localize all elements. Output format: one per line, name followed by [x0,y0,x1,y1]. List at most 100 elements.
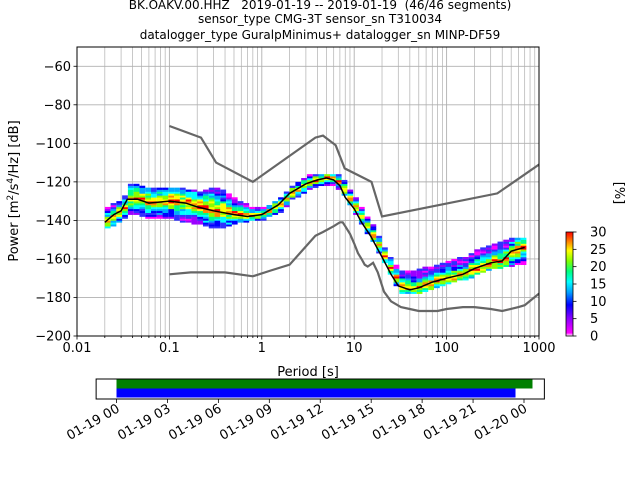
histogram-cell [191,218,198,221]
histogram-cell [185,189,192,192]
histogram-cell [451,272,458,275]
histogram-cell [301,179,307,183]
histogram-cell [208,201,215,204]
histogram-cell [208,193,215,196]
histogram-cell [520,245,527,248]
histogram-cell [197,199,203,202]
histogram-cell [145,189,152,192]
histogram-cell [509,251,515,254]
x-tick-label: 1 [258,341,266,356]
histogram-cell [116,212,123,215]
histogram-cell [509,243,515,246]
histogram-cell [133,201,140,204]
histogram-cell [214,218,221,221]
histogram-cell [376,247,383,250]
histogram-cell [514,255,521,258]
histogram-cell [520,253,527,256]
histogram-cell [231,220,238,223]
histogram-cell [162,195,169,198]
histogram-cell [318,181,325,185]
histogram-cell [439,282,446,285]
histogram-cell [341,181,348,185]
histogram-cell [122,212,128,215]
histogram-cell [295,189,302,192]
histogram-cell [457,264,463,267]
histogram-cell [231,199,238,202]
histogram-cell [462,257,469,260]
histogram-cell [220,214,227,217]
histogram-cell [254,210,261,213]
histogram-cell [341,187,348,190]
histogram-cell [468,274,475,277]
histogram-cell [439,280,446,283]
histogram-cell [509,241,515,244]
histogram-cell [174,216,180,219]
histogram-cell [462,264,469,267]
colorbar: 0 5 10 15 20 25 30 [%] [565,182,626,345]
histogram-cell [151,199,157,202]
histogram-cell [405,291,411,294]
histogram-cell [335,185,342,188]
histogram-cell [168,195,175,198]
histogram-cell [439,266,446,269]
histogram-cell [243,218,250,221]
histogram-cell [214,220,221,223]
histogram-cell [353,208,359,212]
histogram-cell [179,203,186,206]
histogram-cell [214,197,221,200]
histogram-cell [468,255,475,258]
histogram-cell [306,178,313,181]
histogram-cell [174,208,180,212]
histogram-cell [509,262,515,266]
histogram-cell [445,280,452,283]
histogram-cell [283,197,290,200]
histogram-cell [191,191,198,194]
histogram-cell [249,212,255,215]
histogram-cell [410,283,417,287]
histogram-cell [133,210,140,213]
histogram-cell [174,187,180,190]
histogram-cell [139,193,146,196]
histogram-cell [370,235,377,239]
histogram-cell [208,210,215,213]
histogram-cell [330,181,336,185]
histogram-cell [330,179,336,183]
histogram-cell [116,203,123,206]
histogram-cell [179,210,186,213]
histogram-cell [272,203,279,206]
colorbar-tick-label: 15 [590,278,607,293]
histogram-cell [133,199,140,202]
histogram-cell [220,206,227,210]
histogram-cell [104,222,111,225]
histogram-cell [231,210,238,213]
histogram-cell [439,283,446,287]
histogram-cell [260,208,267,212]
histogram-cell [122,208,128,212]
histogram-cell [474,262,481,266]
histogram-cell [445,262,452,266]
histogram-cell [191,193,198,196]
histogram-cell [428,274,434,277]
histogram-cell [480,255,486,258]
histogram-cell [197,216,203,219]
histogram-cell [520,239,527,242]
histogram-cell [491,258,498,262]
histogram-cell [393,264,400,267]
histogram-cell [491,243,498,246]
histogram-cell [387,257,394,260]
histogram-cell [422,272,429,275]
histogram-cell [347,189,354,192]
histogram-cell [480,262,486,266]
histogram-cell [491,264,498,267]
histogram-cell [410,285,417,289]
histogram-cell [197,210,203,213]
histogram-cell [231,203,238,206]
histogram-cell [122,210,128,213]
histogram-cell [139,201,146,204]
histogram-cell [503,247,510,250]
histogram-cell [278,206,284,210]
histogram-cell [202,197,209,200]
histogram-cell [503,253,510,256]
histogram-cell [162,187,169,190]
histogram-cell [503,249,510,252]
